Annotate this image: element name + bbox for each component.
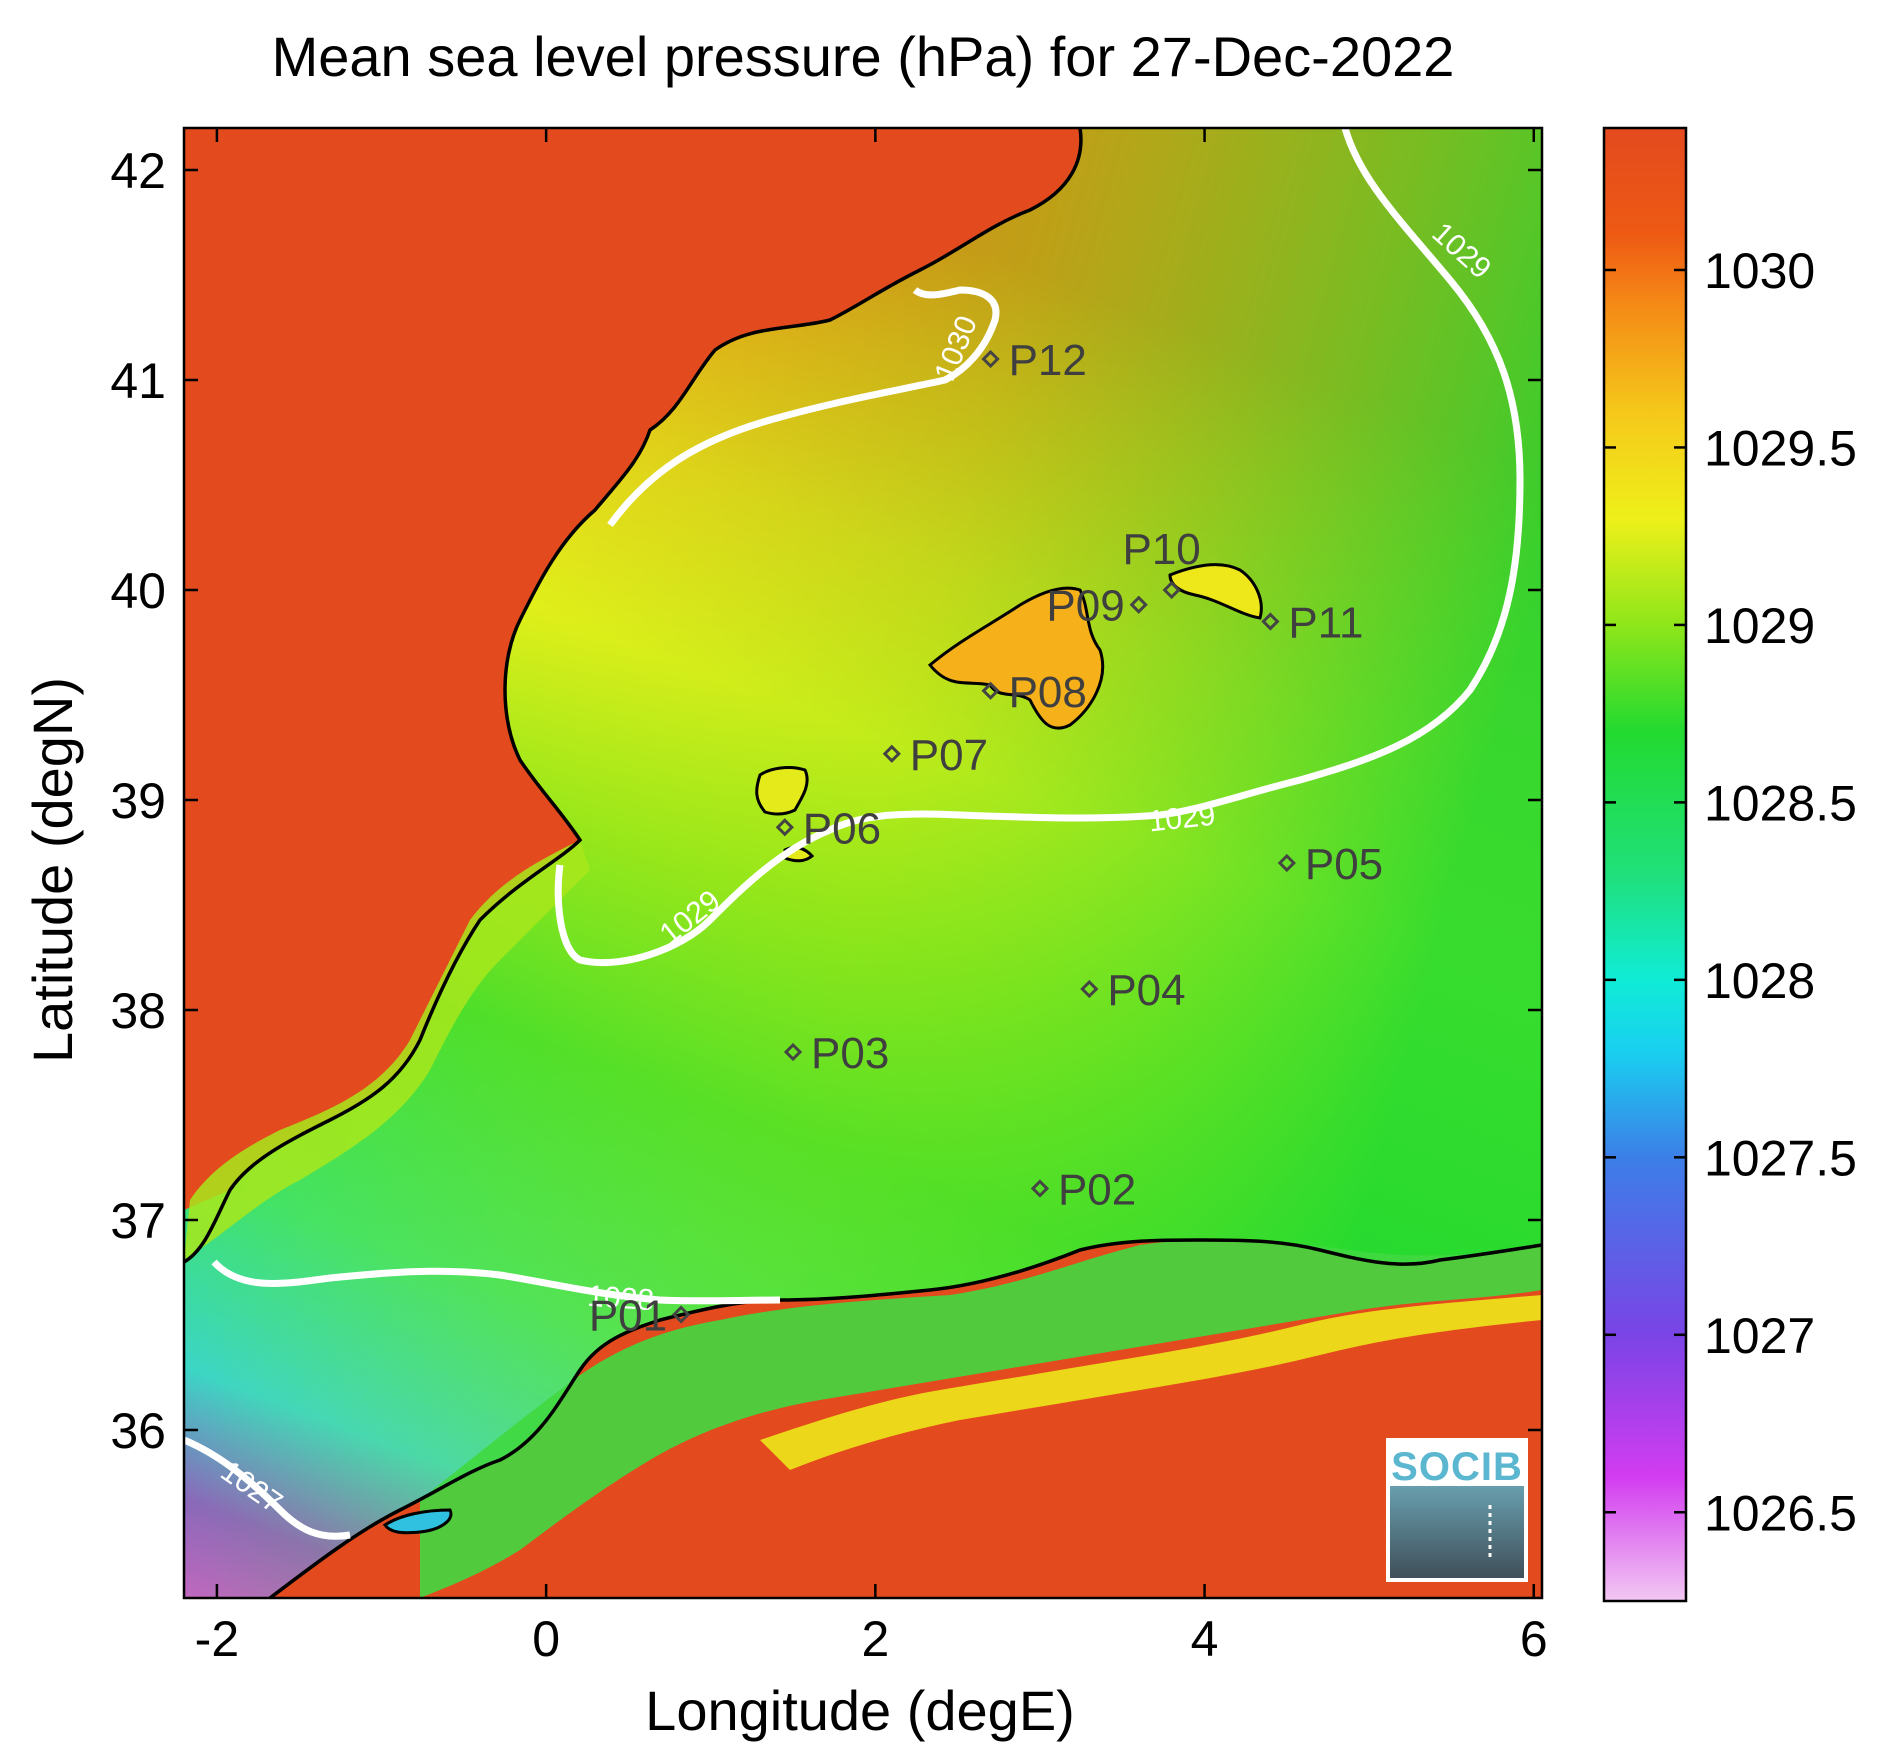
iberia-land <box>184 128 1081 1210</box>
menorca-island <box>1168 563 1263 620</box>
colorbar <box>1602 126 1688 1603</box>
station-label: P03 <box>811 1029 889 1078</box>
station-label: P08 <box>1009 668 1087 717</box>
alboran-island <box>382 1508 453 1535</box>
x-tick-label: -2 <box>195 1611 239 1667</box>
colorbar-tick-label: 1026.5 <box>1704 1485 1857 1541</box>
africa-inland-high <box>640 1325 1542 1598</box>
station-marker-icon <box>981 349 1000 369</box>
map-frame <box>182 126 1544 1600</box>
y-tick-label: 40 <box>110 563 166 619</box>
colorbar-tick-label: 1027 <box>1704 1308 1815 1364</box>
station-label: P01 <box>589 1292 667 1341</box>
station-marker-icon <box>1030 1179 1050 1198</box>
station-p09: P09 <box>1046 582 1148 631</box>
isobar-1028 <box>211 1259 781 1305</box>
iberian-coastline <box>184 128 1083 1264</box>
station-label: P04 <box>1107 966 1185 1015</box>
y-tick-label: 41 <box>110 353 166 409</box>
ibiza-island <box>755 766 809 816</box>
y-tick-label: 37 <box>110 1193 166 1249</box>
station-marker-icon <box>783 1042 803 1062</box>
station-label: P06 <box>803 804 881 853</box>
station-p06: P06 <box>775 804 881 853</box>
station-marker-icon <box>1129 595 1148 614</box>
station-p07: P07 <box>882 731 988 780</box>
station-label: P12 <box>1009 336 1087 385</box>
contour-label-1028: 1028 <box>586 1280 655 1318</box>
y-tick-label: 42 <box>110 143 166 199</box>
station-p02: P02 <box>1030 1166 1136 1215</box>
y-tick-label: 38 <box>110 983 166 1039</box>
x-axis: -2 0 2 4 6 <box>195 128 1548 1667</box>
contour-label-1029-mid: 1029 <box>1147 799 1217 839</box>
station-marker-icon <box>775 818 794 837</box>
isobar-1029-east <box>828 128 1524 834</box>
colorbar-ticks: 1026.5 1027 1027.5 1028 1028.5 1029 1029.5 1030 <box>1604 243 1857 1541</box>
colorbar-tick-label: 1028.5 <box>1704 775 1857 831</box>
chart-title: Mean sea level pressure (hPa) for 27-Dec… <box>272 25 1455 88</box>
x-tick-label: 2 <box>861 1611 889 1667</box>
station-label: P10 <box>1122 525 1200 574</box>
x-tick-label: 0 <box>532 1611 560 1667</box>
station-label: P05 <box>1305 840 1383 889</box>
station-p12: P12 <box>981 336 1087 385</box>
socib-logo: SOCIB <box>1386 1438 1528 1582</box>
x-tick-label: 4 <box>1191 1611 1219 1667</box>
y-tick-label: 39 <box>110 773 166 829</box>
africa-coastal-belt <box>420 1239 1542 1598</box>
colorbar-tick-label: 1028 <box>1704 953 1815 1009</box>
logo-text: SOCIB <box>1391 1445 1523 1489</box>
x-axis-label: Longitude (degE) <box>645 1679 1075 1742</box>
africa-yellow-band <box>760 1295 1542 1470</box>
station-marker-icon <box>1162 580 1181 600</box>
map-area: 1030 1029 1029 1029 1028 1027 P01P02P03P… <box>184 128 1542 1598</box>
y-tick-label: 36 <box>110 1403 166 1459</box>
colorbar-tick-label: 1030 <box>1704 243 1815 299</box>
station-marker-icon <box>1080 979 1099 999</box>
station-marker-icon <box>981 681 1000 700</box>
svg-text:1028: 1028 <box>586 1280 655 1318</box>
station-p10: P10 <box>1122 525 1201 600</box>
isobar-1030 <box>607 286 1000 528</box>
station-label: P07 <box>910 731 988 780</box>
station-p11: P11 <box>1261 599 1363 648</box>
isobar-1027 <box>184 1436 351 1540</box>
station-label: P09 <box>1046 582 1124 631</box>
station-label: P11 <box>1288 599 1363 648</box>
colorbar-tick-label: 1029.5 <box>1704 420 1857 476</box>
station-markers: P01 P02 P03 P04 P05 P06 P07 P08 P09 P10 P11 P12 <box>589 336 1383 1341</box>
station-marker-icon <box>1277 853 1296 873</box>
station-marker-icon <box>1261 612 1280 631</box>
station-marker-icon <box>671 1305 691 1324</box>
mallorca-island <box>927 586 1105 730</box>
y-axis: 36 37 38 39 40 41 42 <box>110 143 1542 1459</box>
x-tick-label: 6 <box>1520 1611 1548 1667</box>
isobar-1029-west <box>554 826 832 967</box>
colorbar-tick-label: 1027.5 <box>1704 1130 1857 1186</box>
station-p04: P04 <box>1080 966 1186 1015</box>
colorbar-tick-label: 1029 <box>1704 598 1815 654</box>
y-axis-label: Latitude (degN) <box>21 677 84 1063</box>
station-marker-icon <box>882 744 901 763</box>
station-label: P02 <box>1058 1166 1136 1215</box>
african-coastline <box>268 1238 1542 1598</box>
station-p03: P03 <box>783 1029 889 1078</box>
coastal-transition <box>184 840 590 1260</box>
station-p01: P01 <box>589 1292 691 1341</box>
station-p08: P08 <box>981 668 1087 717</box>
station-p05: P05 <box>1277 840 1383 889</box>
svg-text:1029: 1029 <box>1147 799 1217 839</box>
